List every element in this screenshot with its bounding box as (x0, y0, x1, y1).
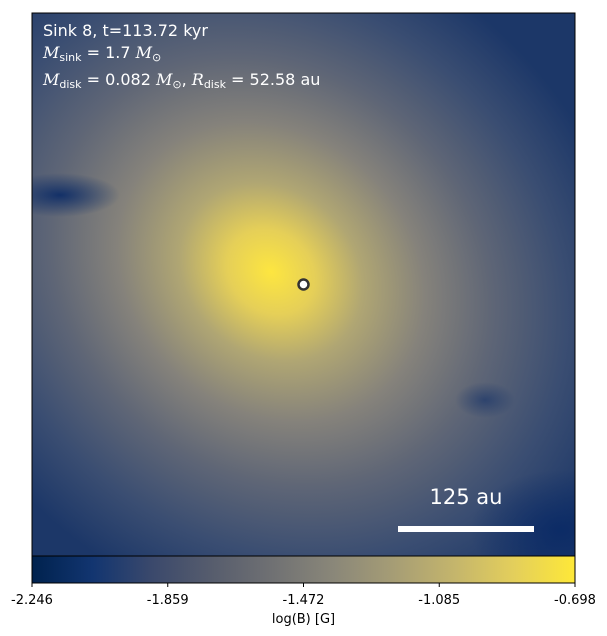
annotation-text: = 52.58 au (225, 70, 321, 89)
annotation-text: disk (203, 78, 226, 91)
field-image (32, 13, 575, 556)
annotation-text: M (43, 43, 60, 62)
annotation-text: = 1.7 (81, 43, 136, 62)
sink-marker (297, 278, 310, 291)
annotation-line: Sink 8, t=113.72 kyr (43, 20, 320, 42)
annotation-line: Mdisk = 0.082 M⊙, Rdisk = 52.58 au (43, 69, 320, 96)
annotation-text: = 0.082 (81, 70, 156, 89)
colorbar-tick-label: -0.698 (554, 593, 596, 608)
annotation-line: Msink = 1.7 M⊙ (43, 42, 320, 69)
annotation-text: M (156, 70, 173, 89)
annotation-text: M (43, 70, 60, 89)
annotation-text: R (191, 70, 204, 89)
annotation-text: M (135, 43, 153, 62)
colorbar (31, 555, 576, 584)
scale-bar-label: 125 au (430, 485, 503, 509)
annotation-text: Sink 8, t=113.72 kyr (43, 21, 208, 40)
annotation-text: , (181, 70, 192, 89)
colorbar-tick-label: -1.085 (418, 593, 460, 608)
annotation-text: sink (59, 51, 82, 64)
annotations: Sink 8, t=113.72 kyr Msink = 1.7 M⊙ Mdisk … (43, 20, 320, 96)
annotation-text: ⊙ (172, 78, 182, 91)
annotation-text: ⊙ (152, 51, 162, 64)
annotation-text: disk (59, 78, 82, 91)
colorbar-tick-label: -1.472 (283, 593, 325, 608)
colorbar-tick-label: -2.246 (11, 593, 53, 608)
colorbar-label: log(B) [G] (272, 612, 335, 627)
colorbar-tick-label: -1.859 (147, 593, 189, 608)
